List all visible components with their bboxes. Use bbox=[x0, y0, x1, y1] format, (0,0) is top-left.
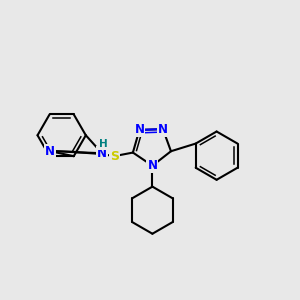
Text: N: N bbox=[45, 145, 55, 158]
Text: N: N bbox=[147, 159, 158, 172]
Text: N: N bbox=[158, 123, 168, 136]
Text: N: N bbox=[97, 147, 107, 160]
Text: H: H bbox=[99, 139, 108, 149]
Text: N: N bbox=[134, 123, 144, 136]
Text: S: S bbox=[110, 149, 119, 163]
